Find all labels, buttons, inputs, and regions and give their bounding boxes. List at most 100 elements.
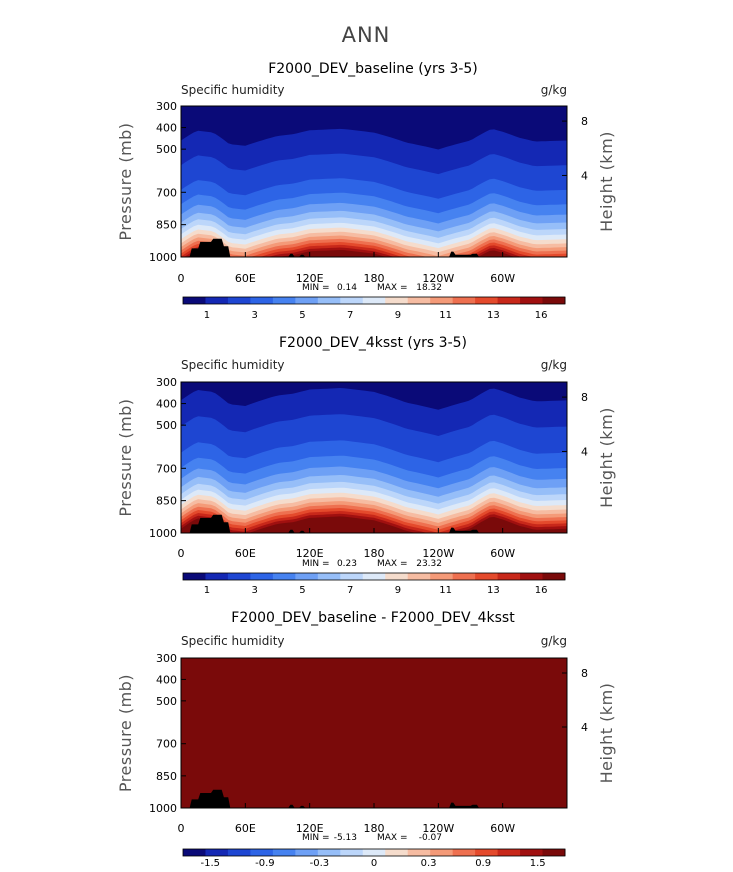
variable-label: Specific humidity — [181, 634, 285, 648]
y-tick-label: 700 — [156, 186, 177, 199]
min-value: -5.13 — [334, 833, 357, 843]
y-tick-label: 700 — [156, 462, 177, 475]
colorbar-swatch — [520, 849, 544, 856]
colorbar-label: 0.9 — [475, 858, 491, 869]
x-tick-label: 60W — [490, 822, 515, 835]
y-tick-label: 500 — [156, 695, 177, 708]
colorbar-swatch — [362, 849, 386, 856]
colorbar-swatch — [430, 297, 454, 304]
colorbar-label: 16 — [535, 585, 548, 596]
y2-tick-label: 4 — [581, 169, 588, 182]
colorbar-swatch — [295, 849, 319, 856]
units-label: g/kg — [541, 358, 567, 372]
units-label: g/kg — [541, 83, 567, 97]
colorbar-swatch — [497, 297, 521, 304]
y-tick-label: 1000 — [149, 802, 177, 815]
topography — [181, 238, 567, 257]
colorbar-swatch — [542, 849, 566, 856]
x-tick-label: 180 — [364, 822, 385, 835]
y2-tick-label: 4 — [581, 721, 588, 734]
x-tick-label: 60E — [235, 272, 256, 285]
colorbar-swatch — [385, 573, 409, 580]
contour-band — [181, 382, 567, 410]
y-tick-label: 400 — [156, 673, 177, 686]
colorbar-swatch — [407, 297, 431, 304]
contour-field — [181, 658, 567, 808]
y2-axis-title: Height (km) — [597, 683, 616, 784]
colorbar-label: 1 — [204, 310, 210, 321]
colorbar-swatch — [452, 573, 476, 580]
colorbar-label: 7 — [347, 310, 353, 321]
colorbar-label: -0.9 — [255, 858, 275, 869]
colorbar-label: 9 — [395, 585, 401, 596]
colorbar-swatch — [183, 849, 206, 856]
colorbar-swatch — [407, 849, 431, 856]
x-tick-label: 60W — [490, 272, 515, 285]
colorbar: 1 3 5 7 9 11 13 16 — [182, 572, 566, 596]
y-tick-label: 850 — [156, 219, 177, 232]
x-tick-label: 0 — [178, 272, 185, 285]
colorbar-swatch — [520, 297, 544, 304]
variable-label: Specific humidity — [181, 358, 285, 372]
y-tick-label: 850 — [156, 770, 177, 783]
colorbar-frame — [182, 296, 566, 305]
colorbar-swatch — [362, 297, 386, 304]
colorbar-frame — [182, 572, 566, 581]
x-tick-label: 120E — [296, 822, 324, 835]
colorbar-swatch — [497, 573, 521, 580]
x-tick-label: 180 — [364, 272, 385, 285]
y-tick-label: 700 — [156, 738, 177, 751]
colorbar-label: 11 — [439, 310, 452, 321]
y-tick-label: 400 — [156, 122, 177, 135]
y2-tick-label: 4 — [581, 445, 588, 458]
topography — [181, 789, 567, 808]
x-tick-label: 0 — [178, 822, 185, 835]
figure-title: ANN — [342, 23, 391, 47]
colorbar-swatch — [542, 297, 566, 304]
y2-tick-label: 8 — [581, 391, 588, 404]
colorbar-label: 13 — [487, 585, 500, 596]
colorbar-label: 7 — [347, 585, 353, 596]
y-tick-label: 1000 — [149, 527, 177, 540]
colorbar-swatch — [430, 849, 454, 856]
colorbar-swatch — [340, 573, 364, 580]
min-value: 0.14 — [337, 283, 357, 293]
colorbar-label: 5 — [299, 310, 305, 321]
colorbar-label: 3 — [251, 585, 257, 596]
colorbar-swatch — [227, 573, 251, 580]
colorbar-swatch — [272, 573, 296, 580]
colorbar: -1.5 -0.9 -0.3 0 0.3 0.9 1.5 — [182, 848, 566, 869]
min-label: MIN = — [302, 833, 330, 843]
y2-tick-label: 8 — [581, 115, 588, 128]
colorbar-swatch — [205, 297, 229, 304]
colorbar-label: -1.5 — [201, 858, 221, 869]
colorbar-swatch — [475, 297, 499, 304]
y-tick-label: 300 — [156, 376, 177, 389]
colorbar-label: 13 — [487, 310, 500, 321]
colorbar-label: 0.3 — [421, 858, 437, 869]
x-tick-label: 120E — [296, 547, 324, 560]
colorbar-swatch — [227, 297, 251, 304]
colorbar-swatch — [475, 573, 499, 580]
panel-title: F2000_DEV_baseline - F2000_DEV_4ksst — [231, 610, 515, 626]
y-axis-title: Pressure (mb) — [116, 674, 135, 792]
x-tick-label: 60E — [235, 547, 256, 560]
y-axis-title: Pressure (mb) — [116, 122, 135, 240]
y2-tick-label: 8 — [581, 667, 588, 680]
x-tick-label: 60W — [490, 547, 515, 560]
x-tick-label: 120W — [422, 547, 454, 560]
panel-title: F2000_DEV_baseline (yrs 3-5) — [268, 61, 478, 77]
colorbar-swatch — [183, 297, 206, 304]
contour-band — [181, 658, 567, 808]
colorbar-swatch — [542, 573, 566, 580]
colorbar-swatch — [475, 849, 499, 856]
colorbar-swatch — [250, 297, 274, 304]
x-tick-label: 120W — [422, 272, 454, 285]
colorbar-swatch — [272, 849, 296, 856]
x-tick-label: 120W — [422, 822, 454, 835]
colorbar-swatch — [250, 573, 274, 580]
colorbar-swatch — [250, 849, 274, 856]
y-tick-label: 500 — [156, 419, 177, 432]
panel-3: F2000_DEV_baseline - F2000_DEV_4ksst Spec… — [116, 610, 616, 869]
contour-band — [181, 106, 567, 150]
